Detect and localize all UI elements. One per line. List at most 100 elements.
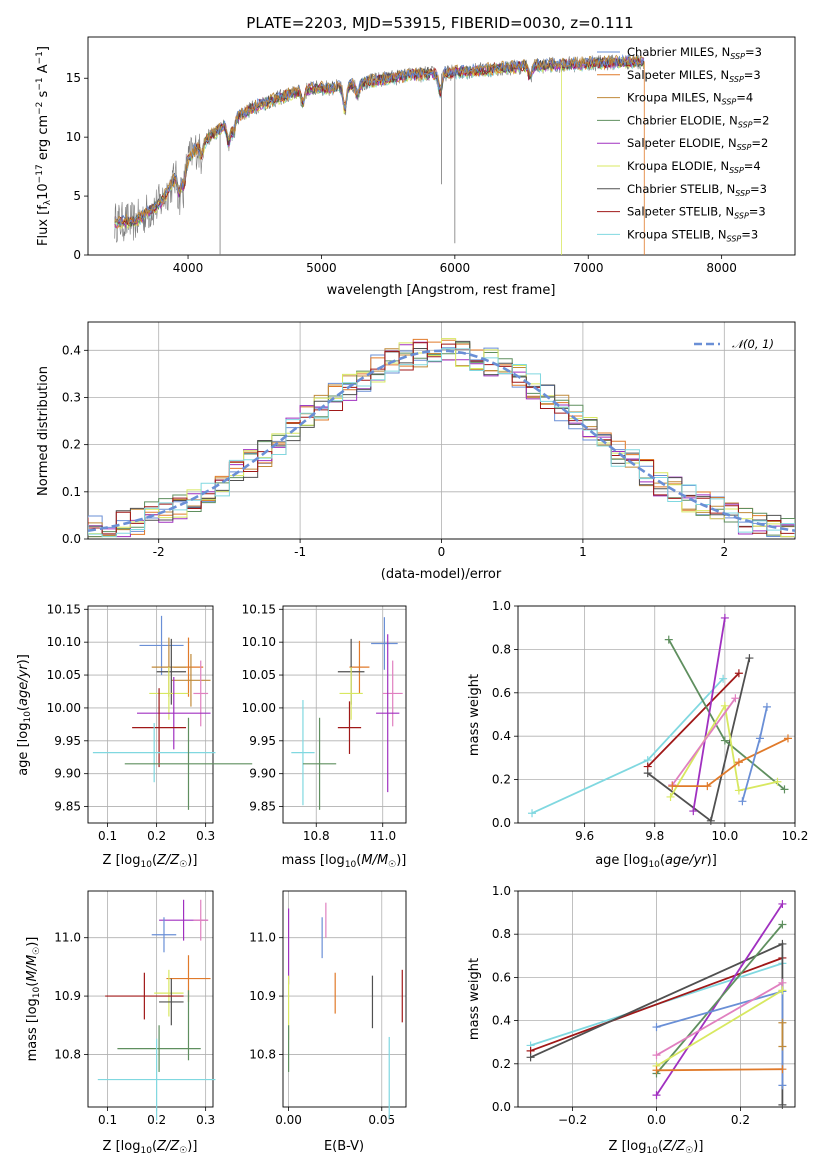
x-tick-label: 10.2 bbox=[782, 829, 809, 843]
x-tick-label: 5000 bbox=[306, 261, 337, 275]
x-tick-label: 10.8 bbox=[303, 829, 330, 843]
y-tick-label: 0.0 bbox=[492, 1100, 511, 1114]
y-axis-label: mass [log10(M/M☉)] bbox=[25, 937, 42, 1062]
y-tick-label: 10.8 bbox=[54, 1047, 81, 1061]
data-point-marker bbox=[734, 758, 743, 767]
y-tick-label: 0.2 bbox=[492, 1057, 511, 1071]
y-axis-label: Normed distribution bbox=[36, 366, 51, 496]
y-tick-label: 0.6 bbox=[492, 686, 511, 700]
data-point-marker bbox=[778, 1100, 787, 1109]
x-tick-label: -1 bbox=[294, 545, 306, 559]
x-tick-label: -2 bbox=[153, 545, 165, 559]
x-tick-label: 7000 bbox=[573, 261, 604, 275]
series-line bbox=[671, 697, 737, 786]
y-tick-label: 10.00 bbox=[242, 701, 276, 715]
series-line bbox=[531, 678, 724, 815]
data-point-marker bbox=[778, 986, 787, 995]
legend-entry: Kroupa ELODIE, NSSP=4 bbox=[627, 159, 761, 175]
legend-entry: Kroupa MILES, NSSP=4 bbox=[627, 91, 753, 107]
x-axis-label: Z [log10(Z/Z☉)] bbox=[609, 1139, 704, 1156]
y-tick-label: 0.2 bbox=[492, 773, 511, 787]
errorbars bbox=[291, 617, 403, 810]
data-point-marker bbox=[778, 1065, 787, 1074]
data-point-marker bbox=[738, 797, 747, 806]
x-tick-label: 0.2 bbox=[731, 1113, 750, 1127]
y-tick-label: 10.9 bbox=[54, 989, 81, 1003]
figure-title: PLATE=2203, MJD=53915, FIBERID=0030, z=0… bbox=[246, 14, 633, 32]
y-tick-label: 9.85 bbox=[249, 800, 276, 814]
x-axis-label: (data-model)/error bbox=[381, 567, 502, 582]
data-point-marker bbox=[689, 807, 698, 816]
legend-entry: Salpeter MILES, NSSP=3 bbox=[627, 68, 761, 84]
data-point-marker bbox=[780, 785, 789, 794]
x-tick-label: 8000 bbox=[706, 261, 737, 275]
series-line bbox=[655, 923, 784, 1075]
data-point-marker bbox=[778, 1042, 787, 1051]
y-tick-label: 9.85 bbox=[54, 800, 81, 814]
histogram-c9 bbox=[88, 348, 795, 538]
axes-frame bbox=[87, 36, 796, 256]
y-tick-label: 0.3 bbox=[62, 390, 81, 404]
y-tick-label: 10.10 bbox=[47, 635, 81, 649]
y-tick-label: 11.0 bbox=[249, 931, 276, 945]
series-line bbox=[656, 989, 783, 1067]
data-point-marker bbox=[783, 734, 792, 743]
data-point-marker bbox=[668, 782, 677, 791]
data-point-marker bbox=[664, 635, 673, 644]
panel-residual-histogram: -2 -1 0 1 2 0.0 0.1 0.2 0.3 0.4 𝒩(0, 1) (data-model… bbox=[36, 321, 796, 582]
y-tick-label: 0 bbox=[73, 248, 81, 262]
x-tick-label: 0.3 bbox=[196, 1113, 215, 1127]
data-point-marker bbox=[719, 674, 728, 683]
panel-spectrum: 4000 5000 6000 7000 8000 0 5 10 15 Chabrier MILES… bbox=[35, 36, 796, 298]
y-tick-label: 0.4 bbox=[62, 343, 81, 357]
spectrum-legend: Chabrier MILES, NSSP=3 Salpeter MILES, NS… bbox=[597, 45, 769, 243]
data-point-marker bbox=[745, 654, 754, 663]
y-tick-label: 10.9 bbox=[249, 989, 276, 1003]
y-tick-label: 9.95 bbox=[249, 734, 276, 748]
x-tick-label: 6000 bbox=[440, 261, 471, 275]
x-axis-label: Z [log10(Z/Z☉)] bbox=[103, 853, 198, 870]
axes-frame bbox=[282, 890, 407, 1108]
x-tick-label: −0.2 bbox=[558, 1113, 587, 1127]
data-point-marker bbox=[720, 736, 729, 745]
panel-mass-vs-age: 10.8 11.0 9.85 9.90 9.95 10.00 10.05 10.10 10.15… bbox=[242, 602, 407, 870]
data-point-marker bbox=[731, 694, 740, 703]
y-tick-label: 5 bbox=[73, 189, 81, 203]
series-line bbox=[656, 1068, 783, 1072]
panel-age-vs-mass-weight: 9.6 9.8 10.0 10.2 0.0 0.2 0.4 0.6 0.8 1.0 age [log… bbox=[467, 599, 808, 870]
y-axis-label: mass weight bbox=[467, 674, 482, 756]
data-point-marker bbox=[734, 669, 743, 678]
x-tick-label: 1 bbox=[579, 545, 587, 559]
x-axis-label: Z [log10(Z/Z☉)] bbox=[103, 1139, 198, 1156]
y-tick-label: 0.6 bbox=[492, 970, 511, 984]
legend-entry: Chabrier STELIB, NSSP=3 bbox=[627, 182, 767, 198]
data-point-marker bbox=[652, 1091, 661, 1100]
data-point-marker bbox=[778, 1018, 787, 1027]
y-tick-label: 0.1 bbox=[62, 485, 81, 499]
x-axis-label: age [log10(age/yr)] bbox=[595, 853, 717, 870]
axes-frame bbox=[87, 890, 214, 1108]
x-tick-label: 9.6 bbox=[575, 829, 594, 843]
panel-z-vs-mass: 0.1 0.2 0.310.810.911.0Z [log10(Z/Z☉)]mass… bbox=[25, 890, 216, 1156]
x-axis-label: wavelength [Angstrom, rest frame] bbox=[327, 283, 556, 298]
y-tick-label: 11.0 bbox=[54, 931, 81, 945]
legend-entry: Salpeter ELODIE, NSSP=2 bbox=[627, 136, 768, 152]
y-tick-label: 1.0 bbox=[492, 599, 511, 613]
x-tick-label: 4000 bbox=[173, 261, 204, 275]
series-line bbox=[692, 617, 726, 812]
errorbars bbox=[92, 615, 253, 810]
y-tick-label: 9.90 bbox=[249, 767, 276, 781]
mass-weight-lines bbox=[526, 899, 787, 1109]
normal-curve bbox=[88, 349, 795, 532]
y-tick-label: 0.8 bbox=[492, 927, 511, 941]
data-point-marker bbox=[706, 816, 715, 825]
y-tick-label: 10.10 bbox=[242, 635, 276, 649]
data-point-marker bbox=[778, 920, 787, 929]
y-tick-label: 0.2 bbox=[62, 438, 81, 452]
x-tick-label: 11.0 bbox=[369, 829, 396, 843]
y-tick-label: 9.95 bbox=[54, 734, 81, 748]
y-tick-label: 0.4 bbox=[492, 729, 511, 743]
data-point-marker bbox=[720, 701, 729, 710]
x-tick-label: 2 bbox=[720, 545, 728, 559]
